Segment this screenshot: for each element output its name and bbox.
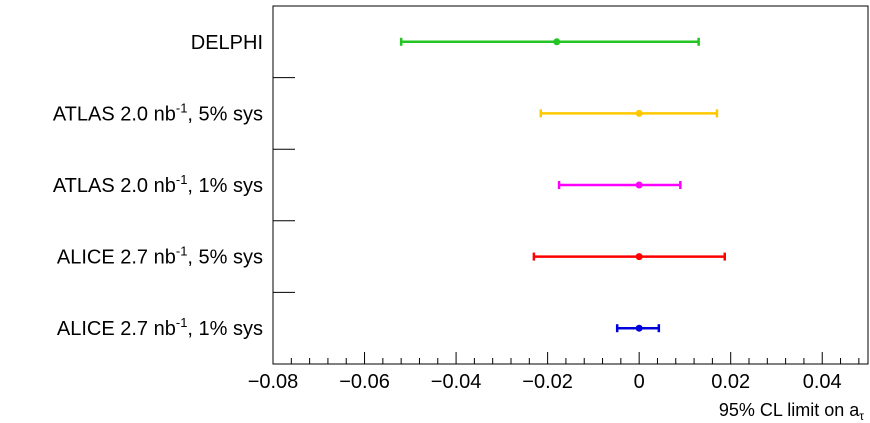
category-label: DELPHI — [191, 32, 263, 54]
error-bar — [399, 37, 700, 46]
category-label: ATLAS 2.0 nb-1, 5% sys — [53, 100, 263, 125]
category-label-suffix: , 5% sys — [187, 247, 263, 269]
x-axis-title-text: 95% CL limit on a — [719, 400, 860, 420]
category-label-base: ALICE 2.7 nb — [57, 318, 176, 340]
category-label-suffix: , 5% sys — [187, 103, 263, 125]
category-label: ALICE 2.7 nb-1, 5% sys — [57, 244, 263, 269]
error-bar-center-point — [635, 181, 643, 189]
x-tick-label: 0 — [634, 371, 645, 393]
error-bar — [539, 109, 719, 118]
category-label-base: DELPHI — [191, 32, 263, 54]
category-label-superscript: -1 — [176, 315, 188, 330]
error-bar — [557, 181, 682, 189]
x-tick-label: −0.06 — [339, 371, 390, 393]
error-bar — [615, 324, 661, 333]
category-label: ATLAS 2.0 nb-1, 1% sys — [53, 172, 263, 197]
category-label-suffix: , 1% sys — [187, 175, 263, 197]
x-tick-label: −0.04 — [431, 371, 482, 393]
error-bar-center-point — [553, 38, 561, 46]
category-label-base: ATLAS 2.0 nb — [53, 175, 176, 197]
category-label: ALICE 2.7 nb-1, 1% sys — [57, 315, 263, 340]
x-tick-label: −0.02 — [522, 371, 573, 393]
category-label-superscript: -1 — [176, 172, 188, 187]
category-label-base: ALICE 2.7 nb — [57, 247, 176, 269]
x-axis: −0.08 −0.06 −0.04 −0.02 0 0.02 0.04 — [248, 352, 860, 393]
error-bar-center-point — [635, 109, 643, 117]
plot-frame — [272, 5, 869, 365]
x-tick-label: 0.04 — [803, 371, 842, 393]
x-axis-title: 95% CL limit on aτ — [719, 400, 864, 423]
plot-border — [272, 5, 869, 365]
category-label-base: ATLAS 2.0 nb — [53, 103, 176, 125]
error-bar-center-point — [635, 324, 643, 332]
error-bars — [399, 37, 726, 333]
error-bar — [532, 252, 726, 261]
category-label-superscript: -1 — [176, 244, 188, 259]
error-bar-center-point — [635, 253, 643, 261]
category-label-suffix: , 1% sys — [187, 318, 263, 340]
category-label-superscript: -1 — [176, 100, 188, 115]
x-tick-label: −0.08 — [248, 371, 299, 393]
x-tick-label: 0.02 — [711, 371, 750, 393]
category-ticks — [273, 77, 295, 293]
x-axis-title-subscript: τ — [859, 409, 864, 423]
